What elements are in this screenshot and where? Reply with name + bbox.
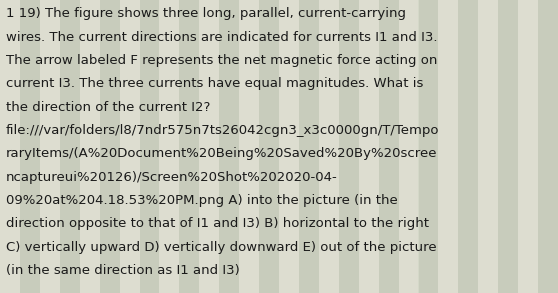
Bar	[439, 0, 458, 293]
Bar	[80, 0, 100, 293]
Bar	[119, 0, 140, 293]
Bar	[418, 0, 439, 293]
Text: direction opposite to that of I1 and I3) B) horizontal to the right: direction opposite to that of I1 and I3)…	[6, 217, 429, 230]
Text: The arrow labeled F represents the net magnetic force acting on: The arrow labeled F represents the net m…	[6, 54, 437, 67]
Bar	[478, 0, 498, 293]
Bar	[140, 0, 160, 293]
Text: file:///var/folders/l8/7ndr575n7ts26042cgn3_x3c0000gn/T/Tempo: file:///var/folders/l8/7ndr575n7ts26042c…	[6, 124, 439, 137]
Bar	[239, 0, 259, 293]
Text: ncaptureui%20126)/Screen%20Shot%202020-04-: ncaptureui%20126)/Screen%20Shot%202020-0…	[6, 171, 338, 183]
Text: 1 19) The figure shows three long, parallel, current-carrying: 1 19) The figure shows three long, paral…	[6, 7, 406, 20]
Bar	[359, 0, 379, 293]
Bar	[20, 0, 40, 293]
Bar	[0, 0, 20, 293]
Bar	[100, 0, 119, 293]
Text: wires. The current directions are indicated for currents I1 and I3.: wires. The current directions are indica…	[6, 31, 437, 44]
Bar	[219, 0, 239, 293]
Bar	[498, 0, 518, 293]
Bar	[518, 0, 538, 293]
Bar	[60, 0, 80, 293]
Bar	[339, 0, 359, 293]
Bar	[199, 0, 219, 293]
Bar	[40, 0, 60, 293]
Text: raryItems/(A%20Document%20Being%20Saved%20By%20scree: raryItems/(A%20Document%20Being%20Saved%…	[6, 147, 437, 160]
Bar	[299, 0, 319, 293]
Text: 09%20at%204.18.53%20PM.png A) into the picture (in the: 09%20at%204.18.53%20PM.png A) into the p…	[6, 194, 397, 207]
Text: (in the same direction as I1 and I3): (in the same direction as I1 and I3)	[6, 264, 239, 277]
Text: current I3. The three currents have equal magnitudes. What is: current I3. The three currents have equa…	[6, 77, 423, 90]
Bar	[398, 0, 418, 293]
Bar	[379, 0, 398, 293]
Bar	[538, 0, 558, 293]
Text: C) vertically upward D) vertically downward E) out of the picture: C) vertically upward D) vertically downw…	[6, 241, 436, 253]
Text: the direction of the current I2?: the direction of the current I2?	[6, 100, 210, 114]
Bar	[319, 0, 339, 293]
Bar	[279, 0, 299, 293]
Bar	[259, 0, 279, 293]
Bar	[179, 0, 199, 293]
Bar	[458, 0, 478, 293]
Bar	[160, 0, 179, 293]
